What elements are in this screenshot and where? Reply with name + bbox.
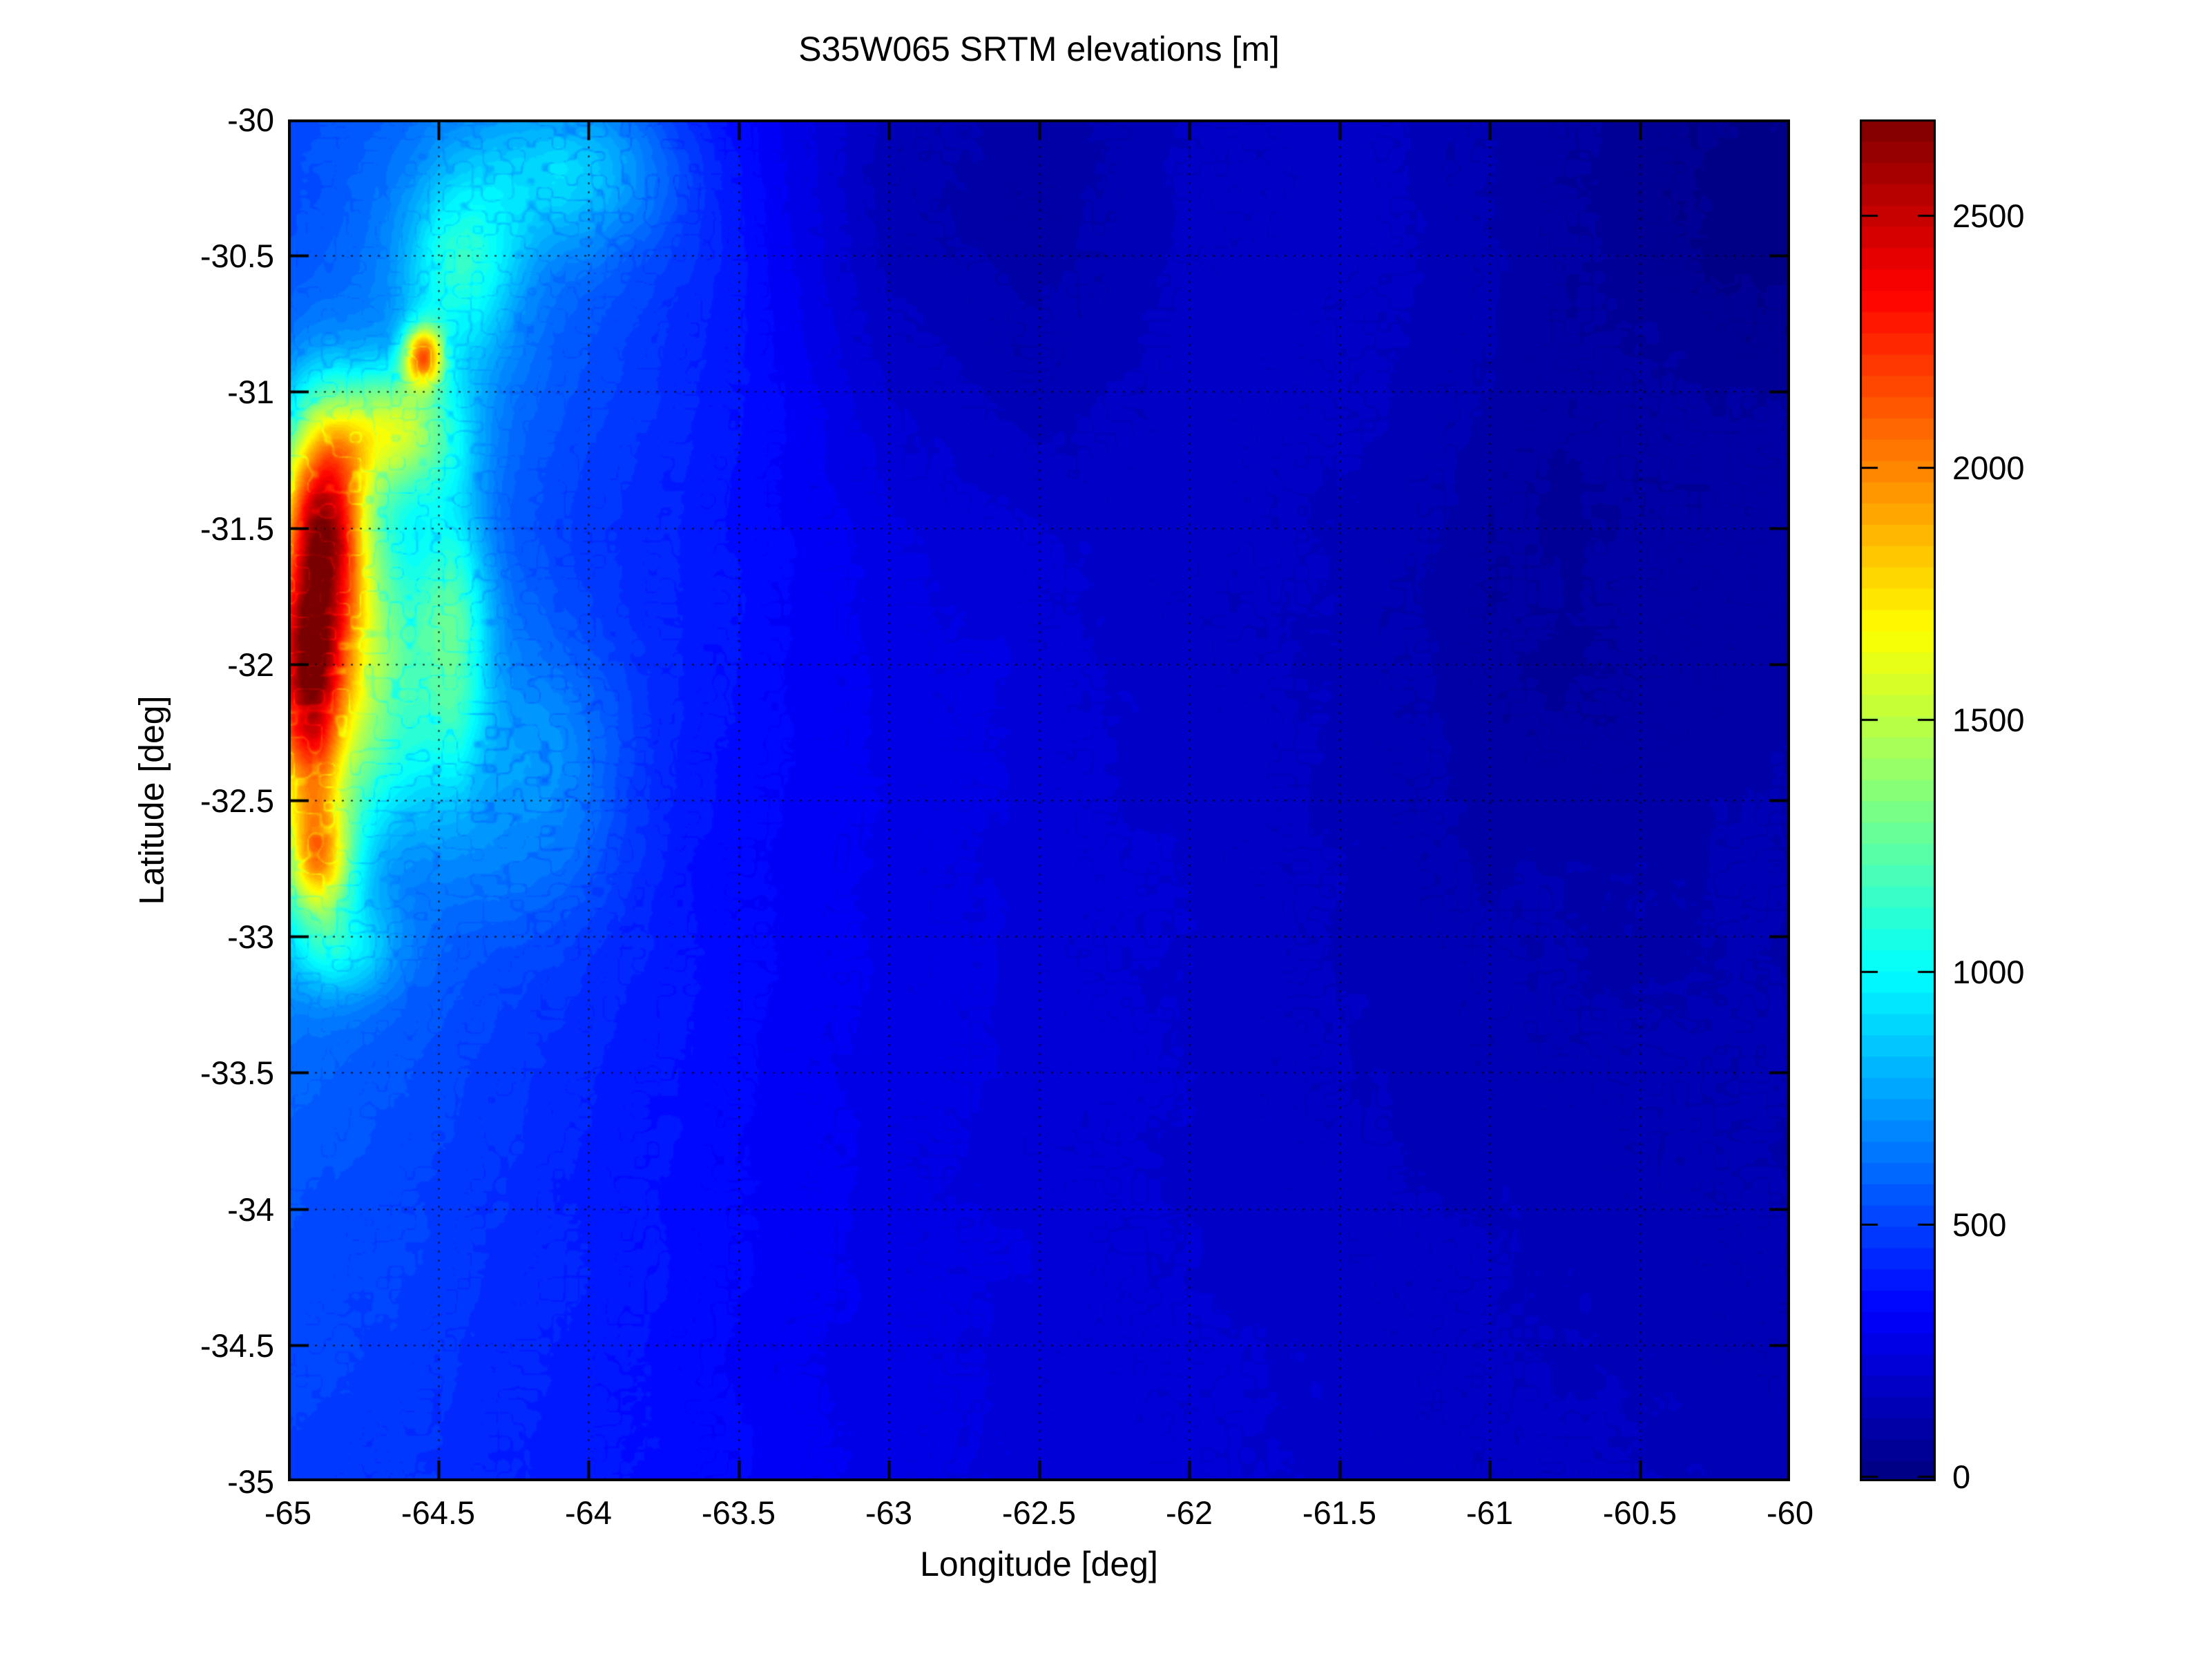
- x-tick-label: -65: [265, 1494, 311, 1531]
- colorbar: [1860, 119, 1936, 1481]
- x-tick-label: -63: [865, 1494, 912, 1531]
- x-axis-label: Longitude [deg]: [920, 1545, 1158, 1583]
- y-tick-label: -32.5: [200, 782, 274, 819]
- x-tick-label: -64: [565, 1494, 612, 1531]
- x-tick-label: -64.5: [401, 1494, 476, 1531]
- colorbar-tick-label: 2500: [1952, 197, 2025, 234]
- y-tick-label: -34: [227, 1191, 274, 1228]
- colorbar-tick-label: 1500: [1952, 702, 2025, 739]
- y-tick-label: -30.5: [200, 238, 274, 275]
- x-tick-label: -61.5: [1302, 1494, 1377, 1531]
- colorbar-tick-label: 1000: [1952, 954, 2025, 991]
- y-tick-label: -32: [227, 646, 274, 683]
- colorbar-tick-label: 2000: [1952, 449, 2025, 486]
- x-tick-label: -63.5: [701, 1494, 776, 1531]
- y-tick-label: -33: [227, 918, 274, 956]
- plot-axes-grid-overlay: [288, 119, 1790, 1481]
- x-tick-label: -62.5: [1001, 1494, 1077, 1531]
- x-tick-label: -62: [1166, 1494, 1213, 1531]
- x-tick-label: -60: [1767, 1494, 1814, 1531]
- y-tick-label: -33.5: [200, 1054, 274, 1092]
- x-tick-label: -60.5: [1602, 1494, 1677, 1531]
- y-tick-label: -31.5: [200, 510, 274, 547]
- colorbar-tick-label: 500: [1952, 1206, 2007, 1243]
- colorbar-tick-label: 0: [1952, 1458, 1971, 1495]
- x-tick-label: -61: [1466, 1494, 1513, 1531]
- y-tick-label: -34.5: [200, 1327, 274, 1364]
- y-tick-label: -31: [227, 374, 274, 411]
- chart-title: S35W065 SRTM elevations [m]: [798, 30, 1280, 68]
- y-tick-label: -30: [227, 102, 274, 138]
- y-tick-label: -35: [227, 1463, 274, 1500]
